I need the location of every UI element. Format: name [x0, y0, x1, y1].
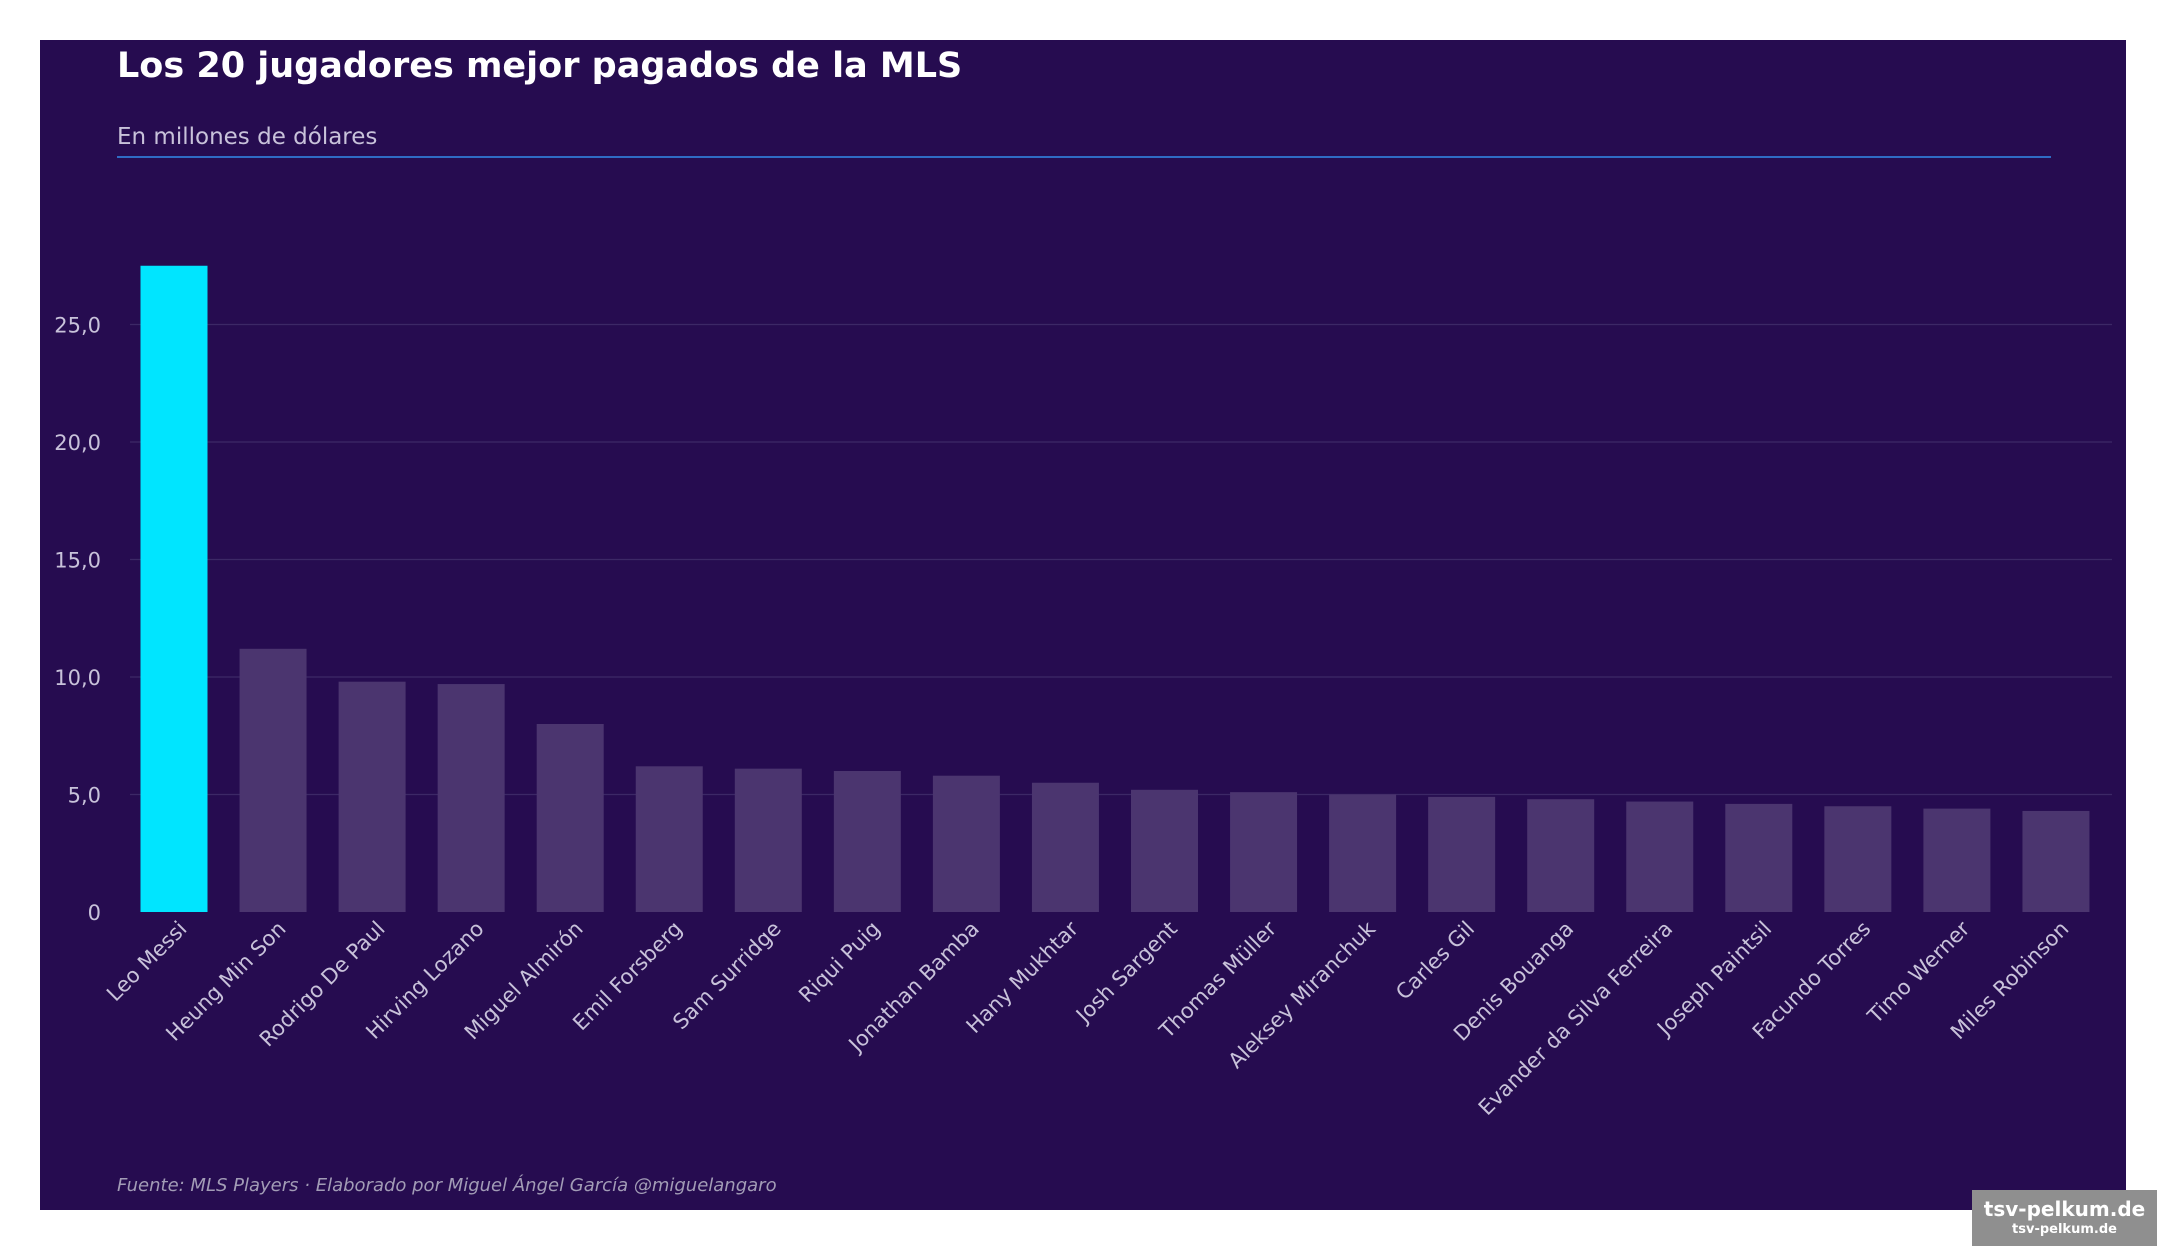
bar	[239, 648, 307, 912]
x-category-label: Timo Werner	[1862, 916, 1974, 1028]
bar	[734, 768, 802, 912]
bar	[635, 766, 703, 912]
gridlines	[130, 323, 2112, 796]
watermark-text: tsv-pelkum.de	[1983, 1197, 2146, 1221]
x-category-label: Josh Sargent	[1070, 917, 1182, 1029]
y-tick-label: 25,0	[54, 314, 101, 338]
chart-subtitle: En millones de dólares	[117, 124, 378, 150]
bars	[140, 265, 2090, 912]
bar	[1626, 801, 1694, 912]
bar	[338, 681, 406, 912]
bar	[833, 771, 901, 912]
bar	[2022, 810, 2090, 912]
x-category-label: Evander da Silva Ferreira	[1474, 917, 1678, 1121]
chart-title: Los 20 jugadores mejor pagados de la MLS	[117, 46, 963, 86]
bar	[437, 684, 505, 912]
watermark-subtext: tsv-pelkum.de	[2012, 1222, 2117, 1237]
y-tick-label: 5,0	[68, 784, 101, 808]
chart-panel	[40, 40, 2126, 1210]
y-tick-label: 20,0	[54, 431, 101, 455]
x-category-label: Riqui Puig	[794, 917, 885, 1008]
y-tick-label: 0	[88, 901, 101, 925]
bar	[1725, 803, 1793, 912]
x-category-label: Carles Gil	[1391, 917, 1479, 1005]
bar	[1428, 796, 1496, 912]
x-category-label: Leo Messi	[102, 917, 191, 1006]
bar	[932, 775, 1000, 912]
source-note: Fuente: MLS Players · Elaborado por Migu…	[117, 1175, 777, 1196]
bar	[1230, 792, 1298, 912]
watermark-badge: tsv-pelkum.de tsv-pelkum.de	[1972, 1190, 2157, 1246]
bar	[1527, 799, 1595, 912]
bar	[140, 265, 208, 912]
y-axis-ticks: 0 5,0 10,0 15,0 20,0 25,0	[54, 314, 101, 926]
title-divider	[117, 156, 2051, 158]
bar	[536, 724, 604, 912]
bar	[1031, 782, 1099, 912]
bar	[1824, 806, 1892, 912]
bar	[1923, 808, 1991, 912]
y-tick-label: 15,0	[54, 549, 101, 573]
bar	[1329, 794, 1397, 912]
y-tick-label: 10,0	[54, 666, 101, 690]
bar	[1131, 789, 1198, 912]
